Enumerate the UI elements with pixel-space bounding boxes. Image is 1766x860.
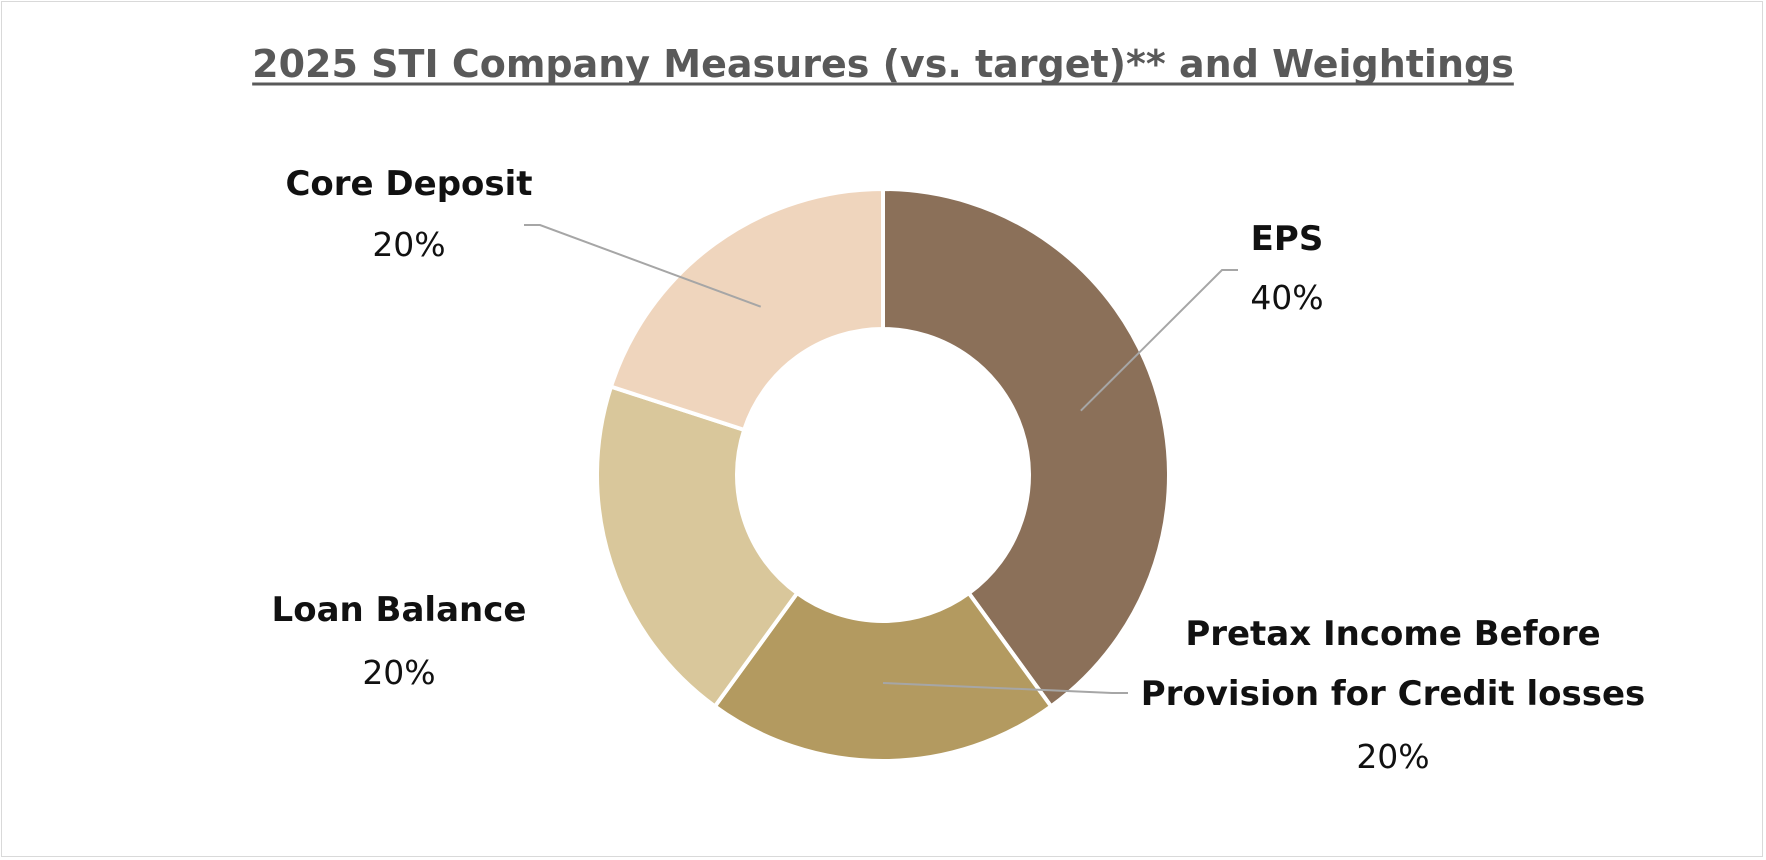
slice-label-3: Loan Balance xyxy=(272,590,527,630)
slice-2 xyxy=(712,590,1054,764)
slices-group xyxy=(595,186,1171,764)
slice-value-4: 20% xyxy=(372,225,445,264)
slice-value-2: 20% xyxy=(1356,737,1429,776)
slice-value-1: 40% xyxy=(1250,278,1323,317)
slice-label-2-line-2: Provision for Credit losses xyxy=(1141,674,1646,714)
slice-label-1: EPS xyxy=(1251,219,1324,259)
leader-lines-group xyxy=(524,224,1238,694)
slice-4 xyxy=(608,186,885,433)
slice-label-4: Core Deposit xyxy=(285,164,532,204)
chart-title: 2025 STI Company Measures (vs. target)**… xyxy=(252,42,1514,86)
data-labels-group: EPS 40% Pretax Income Before Provision for … xyxy=(272,164,1646,776)
leader-line-2 xyxy=(882,682,1128,694)
leader-line-1 xyxy=(1080,269,1238,412)
leader-line-4 xyxy=(524,224,762,308)
slice-3 xyxy=(595,384,800,710)
slice-1 xyxy=(881,186,1171,710)
slice-label-2-line-1: Pretax Income Before xyxy=(1185,614,1600,654)
slice-value-3: 20% xyxy=(362,653,435,692)
